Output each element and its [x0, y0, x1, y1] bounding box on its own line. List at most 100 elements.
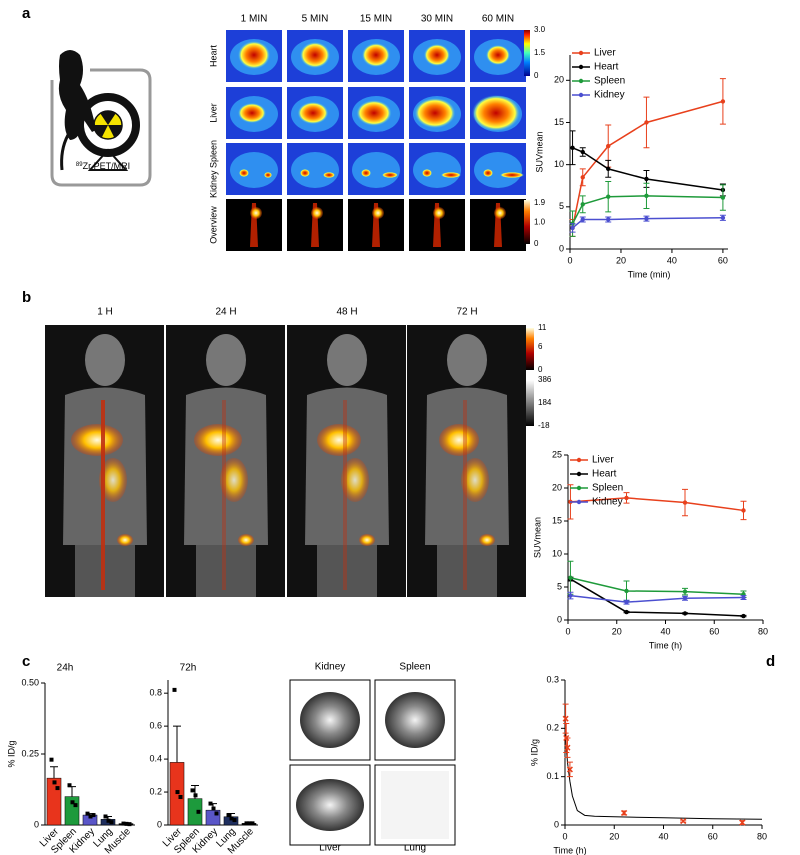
data-point — [49, 757, 54, 762]
data-point — [91, 813, 96, 818]
pet-image — [226, 199, 282, 251]
marker — [682, 596, 688, 601]
blob — [362, 43, 390, 67]
marker — [682, 589, 688, 594]
blob — [297, 101, 329, 125]
data-point — [70, 800, 75, 805]
data-point — [55, 786, 60, 791]
y-tick-label: 0.2 — [546, 723, 559, 733]
colorbar-label: 386 — [538, 375, 552, 384]
pet-image — [226, 143, 282, 195]
data-point — [85, 811, 90, 816]
series-line — [570, 497, 744, 512]
pet-image — [470, 143, 526, 195]
y-tick-label: 0.1 — [546, 771, 559, 781]
blob — [238, 103, 266, 123]
colorbar-label: 1.9 — [534, 198, 546, 207]
data-point — [52, 780, 57, 785]
colorbar — [526, 380, 534, 426]
vessels — [222, 400, 226, 590]
pet-image — [348, 143, 404, 195]
legs — [437, 545, 497, 597]
body — [474, 152, 522, 188]
marker — [621, 809, 628, 816]
marker — [739, 819, 746, 826]
pet-image — [470, 30, 526, 82]
marker — [682, 500, 688, 505]
organ-label: Liver — [319, 843, 341, 854]
marker — [570, 145, 575, 150]
x-tick-label: 0 — [565, 626, 570, 636]
blob — [361, 169, 371, 177]
bar — [46, 777, 62, 826]
panel-label: c — [22, 653, 30, 670]
y-tick-label: 5 — [559, 201, 564, 211]
column-title: 30 MIN — [421, 14, 453, 25]
marker — [624, 495, 629, 501]
y-axis-label: % ID/g — [6, 740, 16, 767]
marker — [624, 609, 629, 615]
pet-mri-image — [166, 325, 285, 597]
blob — [433, 207, 445, 219]
organ — [381, 771, 449, 839]
pet-image — [409, 30, 465, 82]
colorbar-label: 184 — [538, 398, 552, 407]
marker — [720, 195, 726, 200]
organ — [117, 534, 133, 546]
organ — [99, 458, 127, 502]
body — [230, 152, 278, 188]
x-tick-label: 60 — [709, 626, 719, 636]
error-bar — [50, 766, 58, 779]
x-tick-label: 20 — [612, 626, 622, 636]
marker — [644, 120, 649, 125]
blob — [422, 169, 432, 177]
blob — [239, 169, 249, 177]
y-tick-label: 0 — [157, 819, 162, 829]
x-tick-label: 20 — [616, 255, 626, 265]
data-point — [232, 818, 237, 823]
organ — [385, 692, 445, 748]
column-title: 1 H — [97, 307, 113, 318]
row-label: Liver — [208, 103, 218, 123]
marker — [606, 194, 611, 199]
y-tick-label: 5 — [557, 581, 562, 591]
liver — [439, 424, 479, 456]
data-point — [172, 687, 177, 692]
blob — [382, 172, 398, 178]
y-tick-label: 0 — [557, 614, 562, 624]
data-point — [103, 814, 108, 819]
error-bar — [173, 725, 181, 763]
vessels — [463, 400, 467, 590]
marker — [606, 217, 611, 222]
data-point — [178, 794, 183, 799]
data-point — [247, 821, 252, 826]
scanner-icon — [50, 50, 152, 187]
colorbar-label: 0 — [534, 71, 539, 80]
legend-label: Liver — [594, 48, 616, 59]
pet-mri-image — [45, 325, 164, 597]
marker — [570, 225, 575, 231]
y-tick-label: 0.3 — [546, 674, 559, 684]
marker — [720, 215, 726, 220]
legend-label: Spleen — [592, 483, 623, 494]
pet-image — [409, 199, 465, 251]
x-tick-label: 0 — [562, 831, 567, 841]
chart-title: 24h — [57, 663, 74, 674]
pet-image — [409, 87, 465, 139]
legs — [317, 545, 377, 597]
blob — [414, 97, 456, 129]
data-point — [109, 820, 114, 825]
pet-image — [470, 199, 526, 251]
data-point — [106, 818, 111, 823]
colorbar-label: 6 — [538, 342, 543, 351]
y-tick-label: 0 — [554, 819, 559, 829]
colorbar-label: 0 — [534, 239, 539, 248]
colorbar — [524, 30, 530, 76]
pet-mri-image — [407, 325, 526, 597]
head — [447, 334, 487, 386]
legend-marker — [576, 485, 582, 491]
row-label: Heart — [208, 45, 218, 68]
body — [291, 152, 339, 188]
legend-marker — [578, 92, 584, 98]
legend-label: Heart — [592, 469, 617, 480]
